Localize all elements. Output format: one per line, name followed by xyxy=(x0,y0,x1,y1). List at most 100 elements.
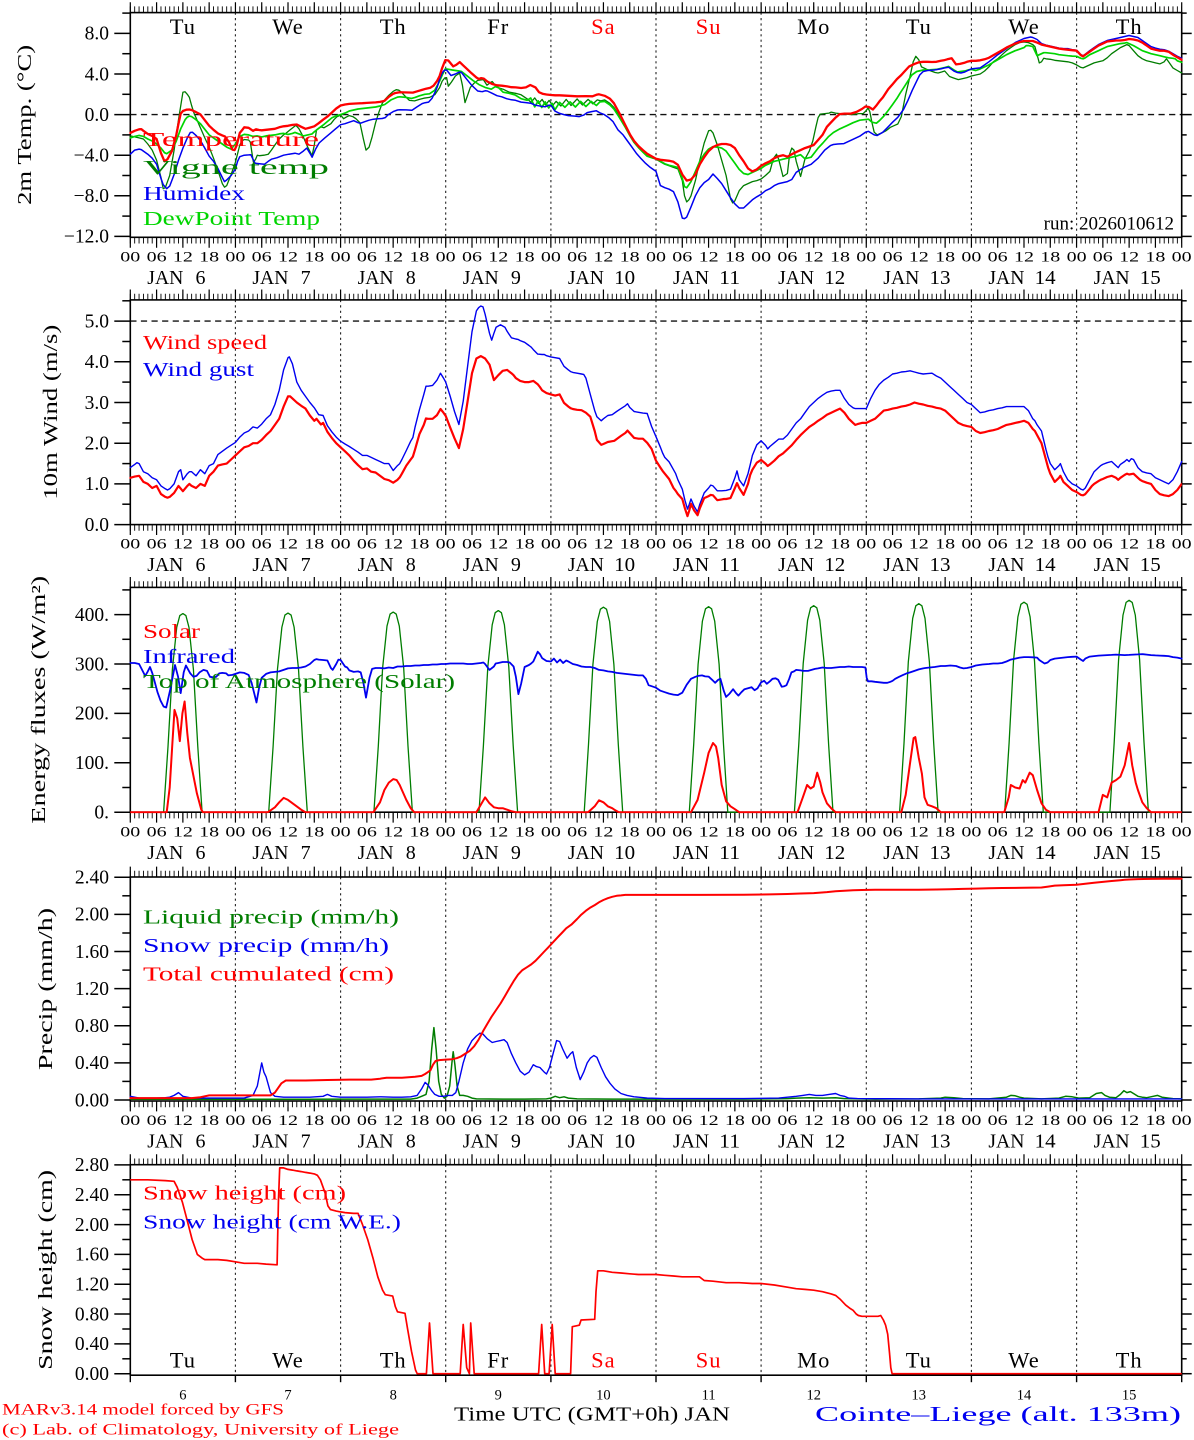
svg-text:JAN: JAN xyxy=(778,554,814,576)
svg-text:18: 18 xyxy=(725,249,745,265)
svg-text:4.0: 4.0 xyxy=(85,352,109,373)
svg-text:8: 8 xyxy=(390,1387,397,1403)
svg-text:−12.0: −12.0 xyxy=(64,227,109,248)
svg-text:12: 12 xyxy=(909,824,929,840)
svg-text:JAN: JAN xyxy=(988,1131,1024,1153)
svg-text:7: 7 xyxy=(284,1387,291,1403)
svg-text:9: 9 xyxy=(511,1131,521,1153)
svg-text:13: 13 xyxy=(930,1131,951,1153)
svg-text:00: 00 xyxy=(751,537,771,553)
svg-text:06: 06 xyxy=(567,1113,587,1129)
svg-text:JAN: JAN xyxy=(673,842,709,864)
svg-text:12: 12 xyxy=(699,249,719,265)
svg-text:JAN: JAN xyxy=(252,1131,288,1153)
svg-text:00: 00 xyxy=(1172,249,1192,265)
svg-text:06: 06 xyxy=(567,824,587,840)
svg-text:1.60: 1.60 xyxy=(75,1245,109,1266)
svg-text:14: 14 xyxy=(1035,842,1056,864)
svg-text:06: 06 xyxy=(672,1113,692,1129)
svg-text:00: 00 xyxy=(331,537,351,553)
svg-text:06: 06 xyxy=(777,249,797,265)
svg-text:8: 8 xyxy=(406,267,416,289)
svg-text:06: 06 xyxy=(357,824,377,840)
svg-text:18: 18 xyxy=(515,824,535,840)
svg-text:06: 06 xyxy=(777,824,797,840)
svg-text:00: 00 xyxy=(436,1113,456,1129)
svg-text:Mo: Mo xyxy=(797,1347,830,1372)
svg-text:JAN: JAN xyxy=(147,842,183,864)
svg-text:12: 12 xyxy=(278,824,298,840)
svg-text:0.00: 0.00 xyxy=(75,1090,109,1111)
svg-text:18: 18 xyxy=(304,249,324,265)
svg-text:Energy fluxes (W/m²): Energy fluxes (W/m²) xyxy=(28,576,50,824)
svg-text:JAN: JAN xyxy=(568,1131,604,1153)
svg-text:5.0: 5.0 xyxy=(85,311,109,332)
svg-text:JAN: JAN xyxy=(883,1131,919,1153)
svg-text:6: 6 xyxy=(196,1131,206,1153)
svg-text:12: 12 xyxy=(909,1113,929,1129)
svg-text:12: 12 xyxy=(593,824,613,840)
svg-text:15: 15 xyxy=(1122,1387,1137,1403)
svg-text:12: 12 xyxy=(804,1113,824,1129)
svg-text:JAN: JAN xyxy=(147,554,183,576)
svg-text:JAN: JAN xyxy=(778,1131,814,1153)
svg-text:14: 14 xyxy=(1035,1131,1056,1153)
svg-text:Solar: Solar xyxy=(143,621,200,643)
svg-text:00: 00 xyxy=(856,1113,876,1129)
svg-text:00: 00 xyxy=(961,249,981,265)
svg-text:Tu: Tu xyxy=(170,1347,196,1372)
svg-text:8.0: 8.0 xyxy=(85,24,109,45)
svg-text:13: 13 xyxy=(930,842,951,864)
svg-text:00: 00 xyxy=(1067,537,1087,553)
svg-text:12: 12 xyxy=(383,1113,403,1129)
svg-text:00: 00 xyxy=(120,1113,140,1129)
svg-text:00: 00 xyxy=(856,249,876,265)
svg-text:00: 00 xyxy=(961,1113,981,1129)
svg-text:18: 18 xyxy=(1040,1113,1060,1129)
svg-text:12: 12 xyxy=(383,249,403,265)
svg-text:18: 18 xyxy=(1040,537,1060,553)
svg-text:JAN: JAN xyxy=(988,267,1024,289)
svg-text:JAN: JAN xyxy=(778,842,814,864)
svg-text:00: 00 xyxy=(646,249,666,265)
svg-text:18: 18 xyxy=(830,537,850,553)
svg-text:JAN: JAN xyxy=(988,554,1024,576)
svg-text:0.80: 0.80 xyxy=(75,1304,109,1325)
svg-text:06: 06 xyxy=(147,824,167,840)
svg-text:18: 18 xyxy=(409,824,429,840)
svg-text:9: 9 xyxy=(495,1387,502,1403)
svg-text:7: 7 xyxy=(301,554,311,576)
svg-text:12: 12 xyxy=(1014,249,1034,265)
svg-text:12: 12 xyxy=(278,249,298,265)
svg-text:Sa: Sa xyxy=(591,14,616,39)
svg-text:14: 14 xyxy=(1035,554,1056,576)
svg-text:0.0: 0.0 xyxy=(85,105,109,126)
svg-text:06: 06 xyxy=(462,824,482,840)
svg-text:06: 06 xyxy=(1093,1113,1113,1129)
svg-text:14: 14 xyxy=(1017,1387,1032,1403)
svg-text:12: 12 xyxy=(173,1113,193,1129)
svg-text:DewPoint Temp: DewPoint Temp xyxy=(143,208,320,230)
svg-text:06: 06 xyxy=(672,249,692,265)
svg-text:00: 00 xyxy=(751,249,771,265)
svg-text:We: We xyxy=(272,14,303,39)
svg-text:15: 15 xyxy=(1140,1131,1161,1153)
svg-text:2m Temp. (°C): 2m Temp. (°C) xyxy=(14,45,36,205)
svg-text:06: 06 xyxy=(672,824,692,840)
svg-text:JAN: JAN xyxy=(568,554,604,576)
svg-text:15: 15 xyxy=(1140,554,1161,576)
svg-text:00: 00 xyxy=(541,537,561,553)
svg-text:06: 06 xyxy=(147,537,167,553)
svg-text:(c) Lab. of Climatology, Unive: (c) Lab. of Climatology, University of L… xyxy=(2,1422,399,1439)
svg-text:11: 11 xyxy=(719,554,740,576)
svg-text:7: 7 xyxy=(301,1131,311,1153)
svg-text:06: 06 xyxy=(672,537,692,553)
svg-text:00: 00 xyxy=(541,824,561,840)
svg-text:2.00: 2.00 xyxy=(75,905,109,926)
svg-text:18: 18 xyxy=(1145,1113,1165,1129)
svg-text:Liquid precip (mm/h): Liquid precip (mm/h) xyxy=(143,906,399,928)
svg-text:00: 00 xyxy=(120,249,140,265)
svg-text:18: 18 xyxy=(199,537,219,553)
svg-text:12: 12 xyxy=(173,249,193,265)
svg-text:00: 00 xyxy=(856,537,876,553)
